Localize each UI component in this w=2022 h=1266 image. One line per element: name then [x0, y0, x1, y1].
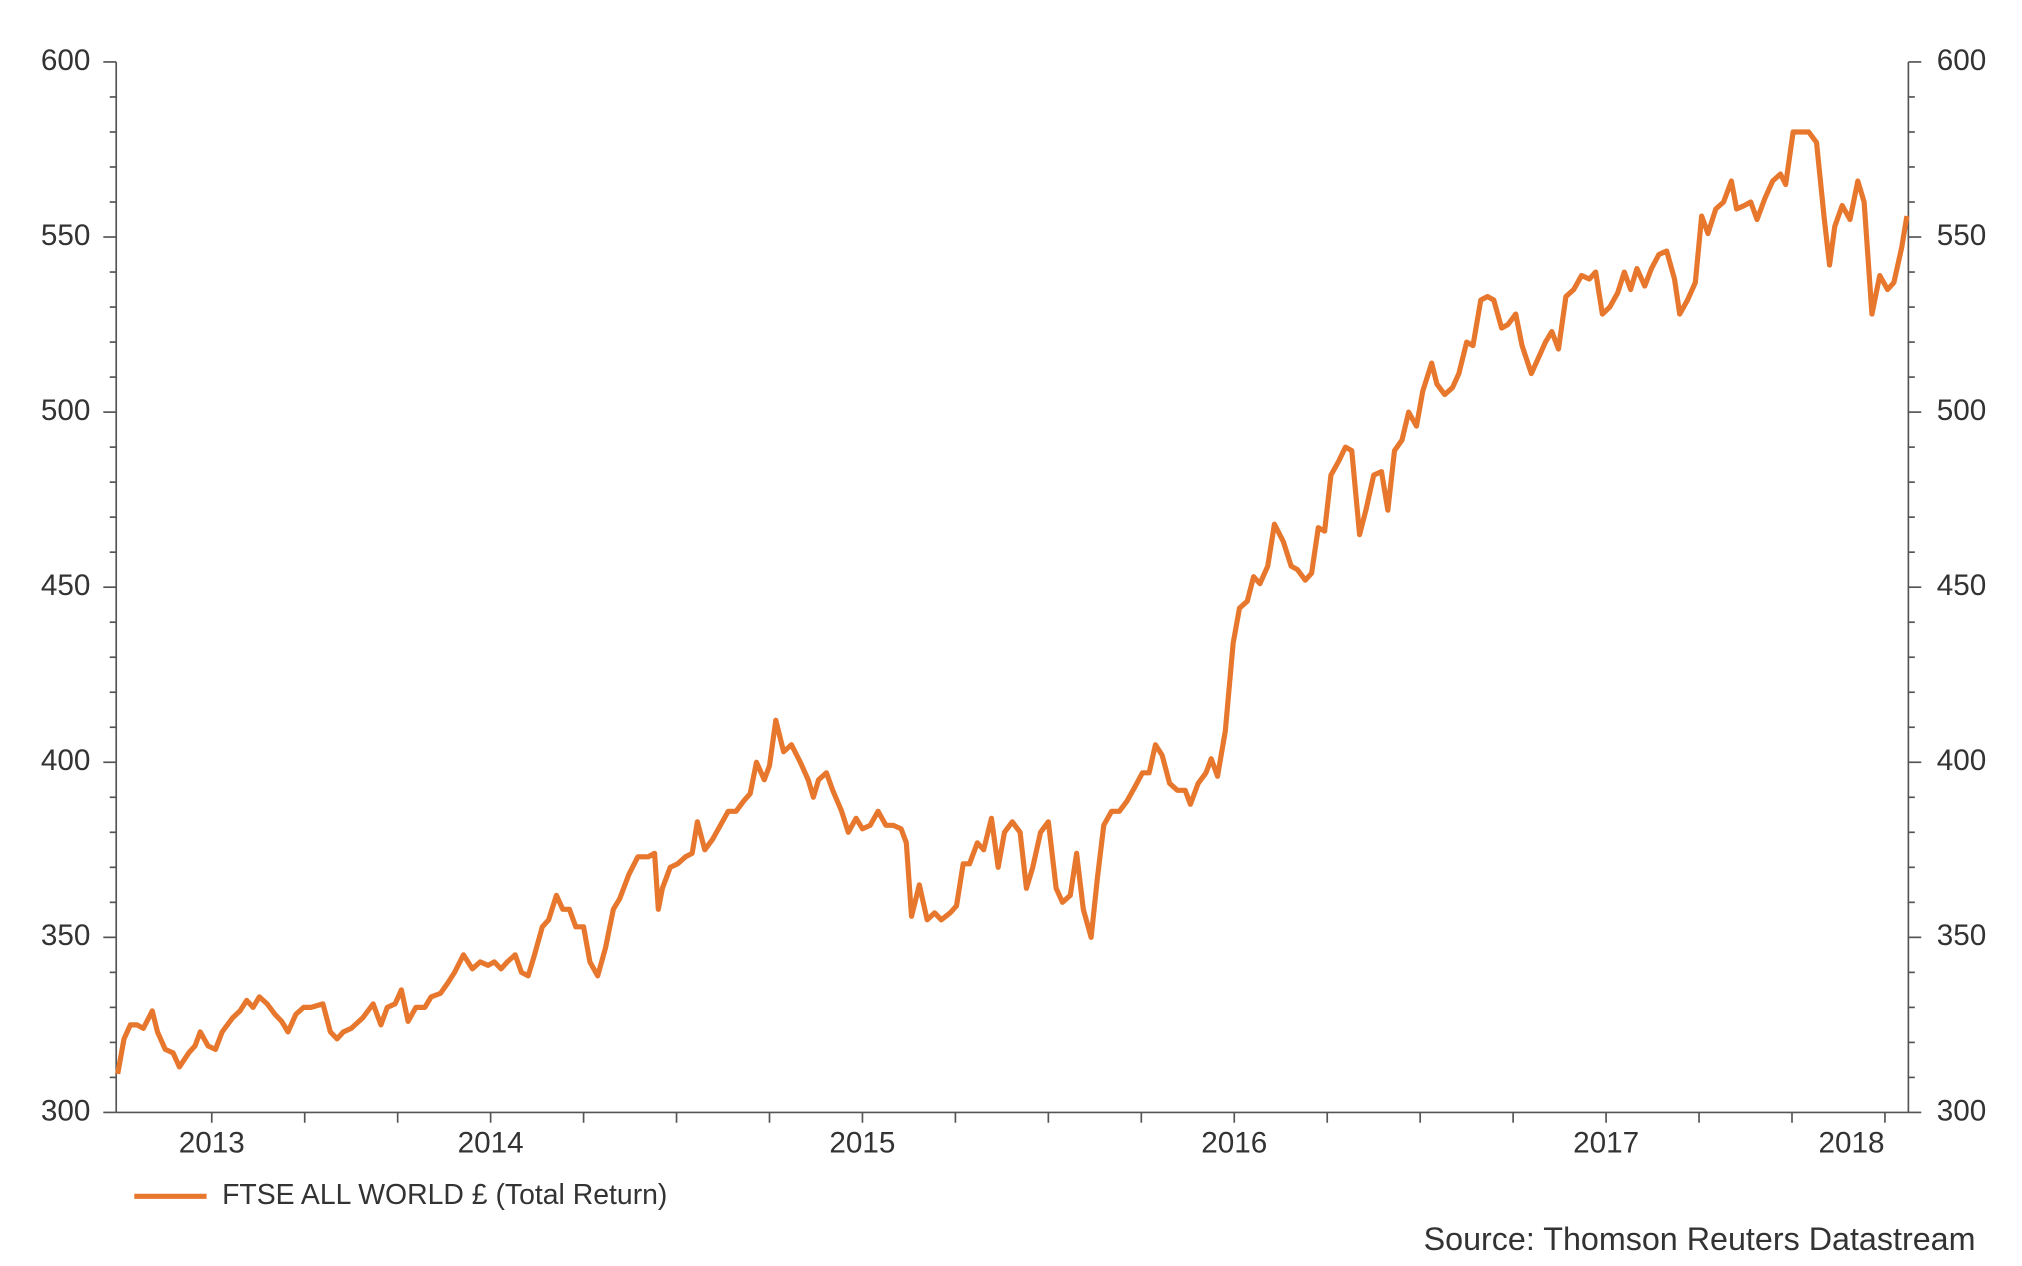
x-tick-label: 2013 [179, 1127, 245, 1160]
y2-tick-label: 500 [1937, 394, 1987, 427]
y-tick-label: 400 [41, 744, 91, 777]
y2-tick-label: 450 [1937, 569, 1987, 602]
y-tick-label: 350 [41, 919, 91, 952]
y2-tick-label: 600 [1937, 44, 1987, 77]
y-tick-label: 450 [41, 569, 91, 602]
y2-tick-label: 300 [1937, 1094, 1987, 1127]
x-tick-label: 2018 [1818, 1127, 1884, 1160]
legend-label: FTSE ALL WORLD £ (Total Return) [222, 1179, 667, 1211]
series-line [115, 129, 1910, 1075]
x-tick-label: 2014 [458, 1127, 524, 1160]
y-tick-label: 550 [41, 219, 91, 252]
y-tick-label: 500 [41, 394, 91, 427]
x-tick-label: 2017 [1573, 1127, 1639, 1160]
source-note: Source: Thomson Reuters Datastream [1424, 1221, 1976, 1257]
y2-tick-label: 400 [1937, 744, 1987, 777]
y-tick-label: 600 [41, 44, 91, 77]
x-tick-label: 2016 [1201, 1127, 1267, 1160]
x-tick-label: 2015 [829, 1127, 895, 1160]
y-tick-label: 300 [41, 1094, 91, 1127]
y2-tick-label: 550 [1937, 219, 1987, 252]
y2-tick-label: 350 [1937, 919, 1987, 952]
